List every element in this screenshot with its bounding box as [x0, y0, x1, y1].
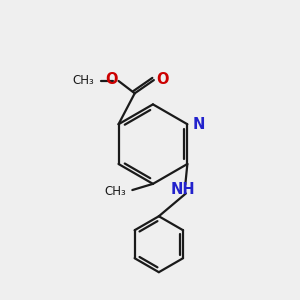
Text: O: O [105, 72, 117, 87]
Text: CH₃: CH₃ [72, 74, 94, 87]
Text: O: O [156, 72, 168, 87]
Text: CH₃: CH₃ [105, 185, 126, 198]
Text: N: N [193, 117, 205, 132]
Text: NH: NH [171, 182, 195, 196]
